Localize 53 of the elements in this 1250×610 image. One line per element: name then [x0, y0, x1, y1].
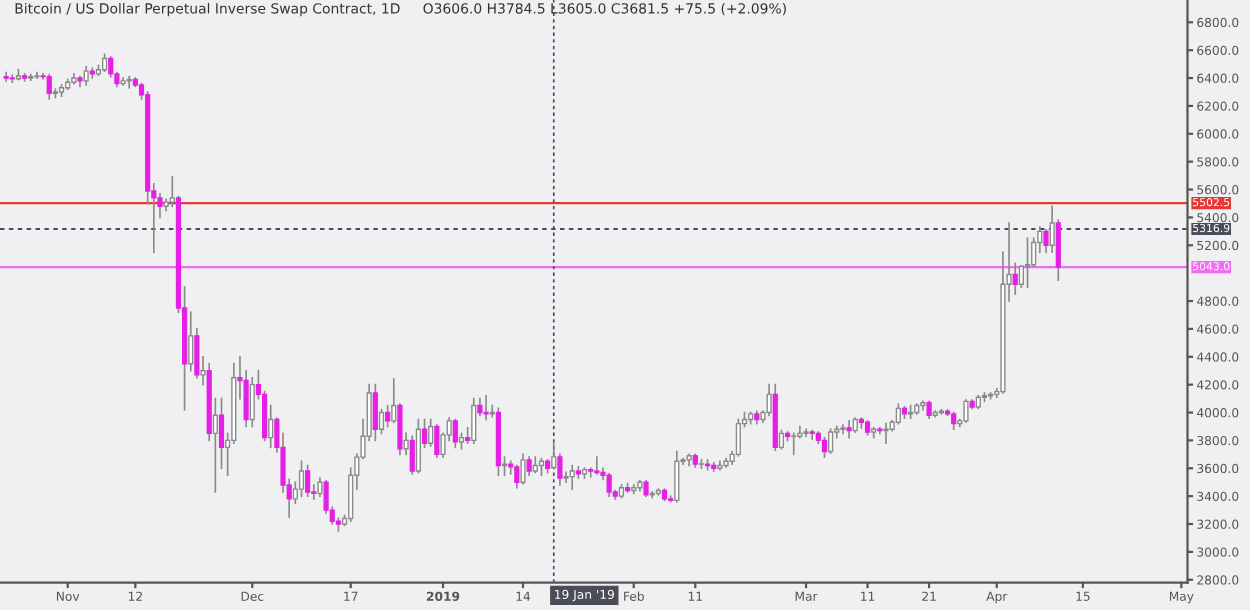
candlestick: [846, 420, 852, 439]
candlestick: [378, 408, 385, 435]
candlestick: [963, 399, 969, 424]
candlestick: [594, 456, 600, 475]
candlestick: [551, 441, 557, 469]
candlestick: [1049, 205, 1055, 254]
candlestick: [840, 424, 846, 435]
candlestick: [212, 397, 218, 493]
candlestick: [471, 397, 477, 445]
candlestick: [385, 404, 391, 428]
candlestick: [34, 71, 40, 79]
candlestick: [828, 428, 834, 454]
candlestick: [766, 383, 772, 417]
candlestick: [434, 424, 440, 458]
candlestick: [526, 456, 532, 477]
candlestick: [188, 311, 194, 372]
candlestick: [514, 464, 520, 489]
candlestick: [83, 66, 89, 86]
candlestick: [563, 471, 569, 484]
candlestick: [803, 428, 809, 438]
candlestick: [428, 418, 434, 447]
candlestick: [520, 453, 526, 485]
candlestick: [403, 432, 409, 456]
candlestick: [1043, 229, 1049, 254]
candlestick: [415, 418, 421, 474]
candlestick: [821, 436, 828, 458]
candlestick: [298, 460, 305, 497]
candlestick: [483, 394, 489, 421]
candlestick: [249, 376, 255, 428]
candlestick: [791, 432, 797, 456]
candlestick: [674, 450, 680, 503]
candlestick: [606, 473, 612, 497]
candlestick: [895, 403, 901, 425]
candlestick: [305, 464, 311, 497]
candlestick: [735, 418, 741, 457]
candlestick: [169, 176, 175, 208]
candlestick: [268, 404, 274, 449]
candlestick: [1024, 237, 1031, 288]
candlestick: [778, 429, 785, 450]
candlestick: [569, 464, 575, 491]
candlestick: [317, 477, 323, 497]
candlestick: [200, 355, 206, 386]
candlestick: [557, 453, 563, 486]
candlestick: [883, 422, 889, 445]
candlestick: [489, 404, 495, 418]
candlestick: [452, 418, 458, 449]
candlestick: [501, 456, 508, 477]
candlestick: [126, 75, 132, 89]
candlestick: [372, 383, 378, 442]
candlestick: [409, 435, 415, 475]
candlestick: [1012, 262, 1018, 295]
candlestick: [46, 73, 52, 100]
candlestick: [391, 378, 397, 424]
